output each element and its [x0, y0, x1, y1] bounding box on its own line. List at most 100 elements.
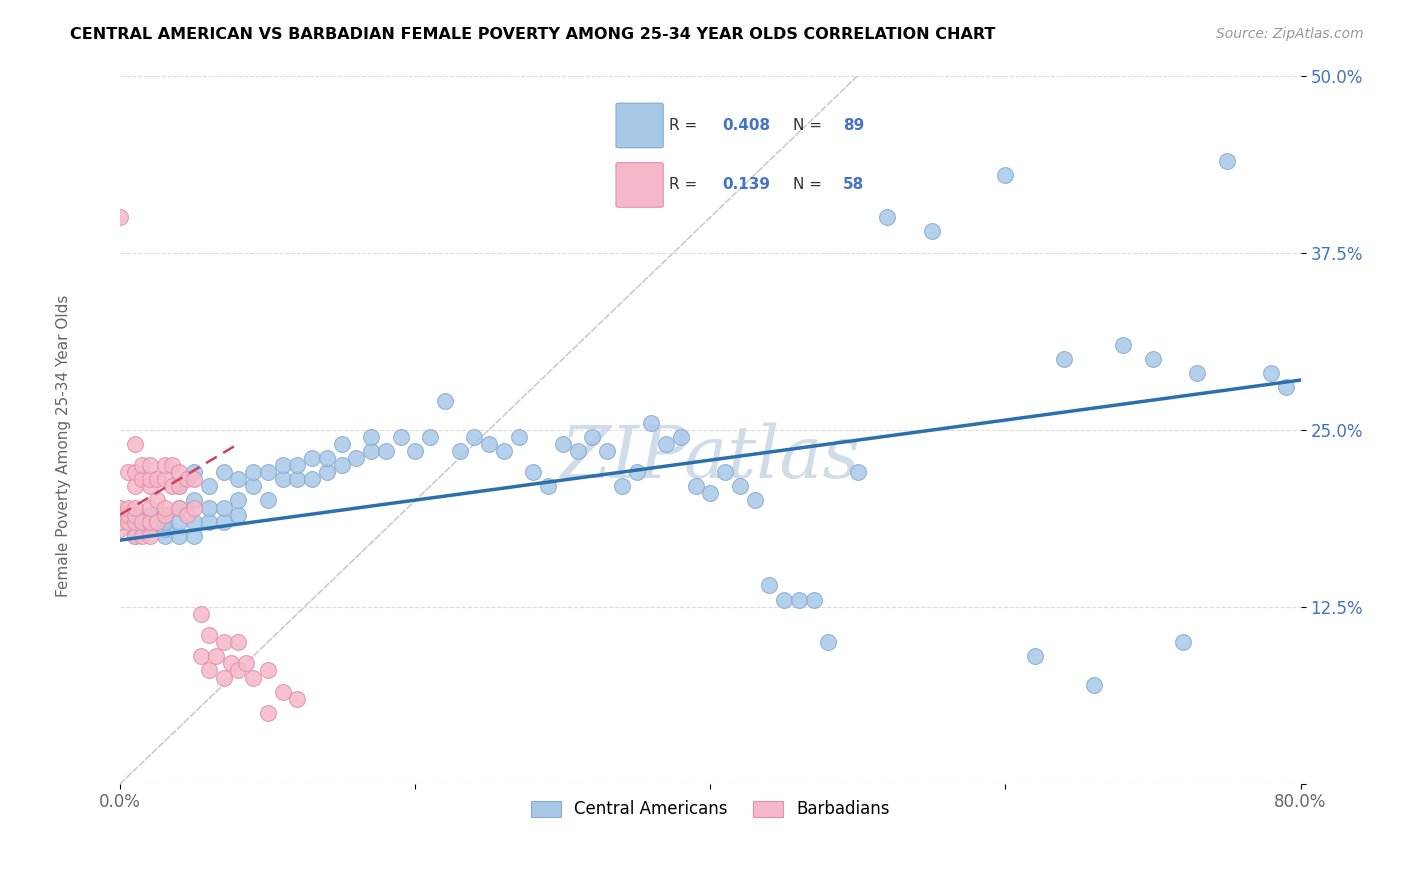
Point: [256, 664, 278, 678]
Point: [124, 500, 146, 515]
Point: [131, 472, 153, 486]
Point: [183, 472, 205, 486]
Point: [169, 529, 191, 543]
Point: [183, 465, 205, 479]
Point: [117, 515, 139, 529]
Point: [139, 508, 162, 522]
Point: [153, 472, 176, 486]
Point: [596, 443, 619, 458]
Point: [228, 635, 250, 649]
Point: [212, 635, 235, 649]
Point: [205, 649, 228, 664]
Point: [522, 465, 544, 479]
Point: [1187, 366, 1209, 380]
Point: [228, 493, 250, 508]
Point: [198, 500, 221, 515]
Point: [183, 515, 205, 529]
Point: [242, 671, 264, 685]
Point: [153, 515, 176, 529]
Point: [610, 479, 633, 493]
Point: [1053, 351, 1076, 366]
Point: [139, 522, 162, 536]
Point: [110, 500, 132, 515]
Point: [124, 529, 146, 543]
Point: [153, 458, 176, 472]
Point: [846, 465, 869, 479]
Text: Female Poverty Among 25-34 Year Olds: Female Poverty Among 25-34 Year Olds: [56, 295, 70, 597]
Point: [117, 508, 139, 522]
Point: [160, 458, 183, 472]
Point: [124, 515, 146, 529]
Point: [146, 493, 169, 508]
Text: ZIPatlas: ZIPatlas: [561, 423, 860, 493]
Point: [419, 430, 441, 444]
Point: [139, 472, 162, 486]
Point: [728, 479, 751, 493]
Point: [714, 465, 737, 479]
Point: [124, 465, 146, 479]
Point: [256, 465, 278, 479]
Point: [139, 500, 162, 515]
Point: [994, 168, 1017, 182]
Point: [169, 479, 191, 493]
Point: [285, 472, 308, 486]
Point: [198, 628, 221, 642]
Point: [124, 529, 146, 543]
Point: [153, 508, 176, 522]
Point: [219, 657, 242, 671]
Point: [169, 479, 191, 493]
Point: [110, 508, 132, 522]
Point: [285, 691, 308, 706]
Text: CENTRAL AMERICAN VS BARBADIAN FEMALE POVERTY AMONG 25-34 YEAR OLDS CORRELATION C: CENTRAL AMERICAN VS BARBADIAN FEMALE POV…: [70, 27, 995, 42]
Point: [153, 522, 176, 536]
Point: [153, 529, 176, 543]
Point: [228, 664, 250, 678]
Point: [344, 450, 367, 465]
Point: [330, 437, 353, 451]
Point: [146, 472, 169, 486]
Point: [212, 500, 235, 515]
Point: [330, 458, 353, 472]
Point: [478, 437, 501, 451]
Point: [124, 437, 146, 451]
Point: [110, 515, 132, 529]
Point: [404, 443, 426, 458]
Point: [176, 472, 198, 486]
Point: [817, 635, 839, 649]
Point: [301, 472, 323, 486]
Point: [242, 479, 264, 493]
Point: [508, 430, 530, 444]
Point: [190, 607, 212, 621]
Point: [744, 493, 766, 508]
Point: [876, 210, 898, 224]
Point: [492, 443, 515, 458]
Text: Source: ZipAtlas.com: Source: ZipAtlas.com: [1216, 27, 1364, 41]
Point: [699, 486, 721, 500]
Point: [803, 592, 825, 607]
Point: [285, 458, 308, 472]
Point: [198, 664, 221, 678]
Point: [787, 592, 810, 607]
Point: [1216, 153, 1239, 168]
Point: [212, 671, 235, 685]
Point: [567, 443, 589, 458]
Point: [1024, 649, 1046, 664]
Point: [139, 458, 162, 472]
Point: [183, 529, 205, 543]
Point: [160, 479, 183, 493]
Point: [153, 500, 176, 515]
Point: [139, 529, 162, 543]
Point: [110, 522, 132, 536]
Point: [581, 430, 603, 444]
Point: [537, 479, 560, 493]
Point: [1083, 677, 1105, 691]
Point: [1274, 380, 1296, 394]
Point: [183, 493, 205, 508]
Point: [1260, 366, 1282, 380]
Point: [640, 416, 662, 430]
Point: [626, 465, 648, 479]
Point: [758, 578, 780, 592]
Point: [139, 479, 162, 493]
Point: [183, 500, 205, 515]
Point: [131, 458, 153, 472]
